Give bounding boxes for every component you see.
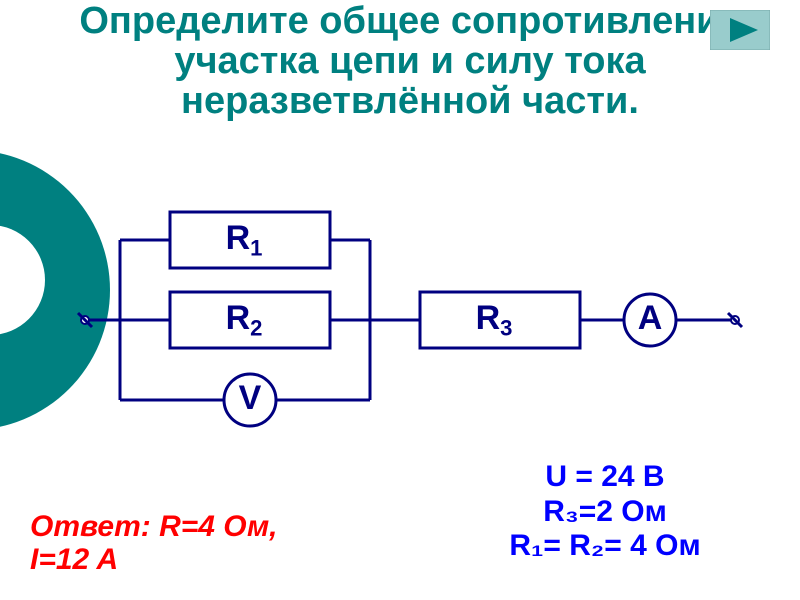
given-u: U = 24 В: [440, 460, 770, 495]
next-slide-button[interactable]: [710, 10, 770, 50]
slide: Определите общее сопротивление участка ц…: [0, 0, 800, 600]
answer-i: I=12 A: [30, 543, 410, 576]
answer-r: Ответ: R=4 Ом,: [30, 510, 410, 543]
answer-text: Ответ: R=4 Ом, I=12 A: [30, 510, 410, 576]
circuit-diagram: R1R2R3AV: [70, 210, 750, 450]
given-values: U = 24 В R₃=2 Ом R₁= R₂= 4 Ом: [440, 460, 770, 564]
play-icon: [710, 10, 770, 50]
page-title: Определите общее сопротивление участка ц…: [60, 2, 760, 122]
label-voltmeter: V: [239, 379, 262, 417]
label-ammeter: A: [638, 299, 663, 337]
given-r1r2: R₁= R₂= 4 Ом: [440, 529, 770, 564]
given-r3: R₃=2 Ом: [440, 495, 770, 530]
